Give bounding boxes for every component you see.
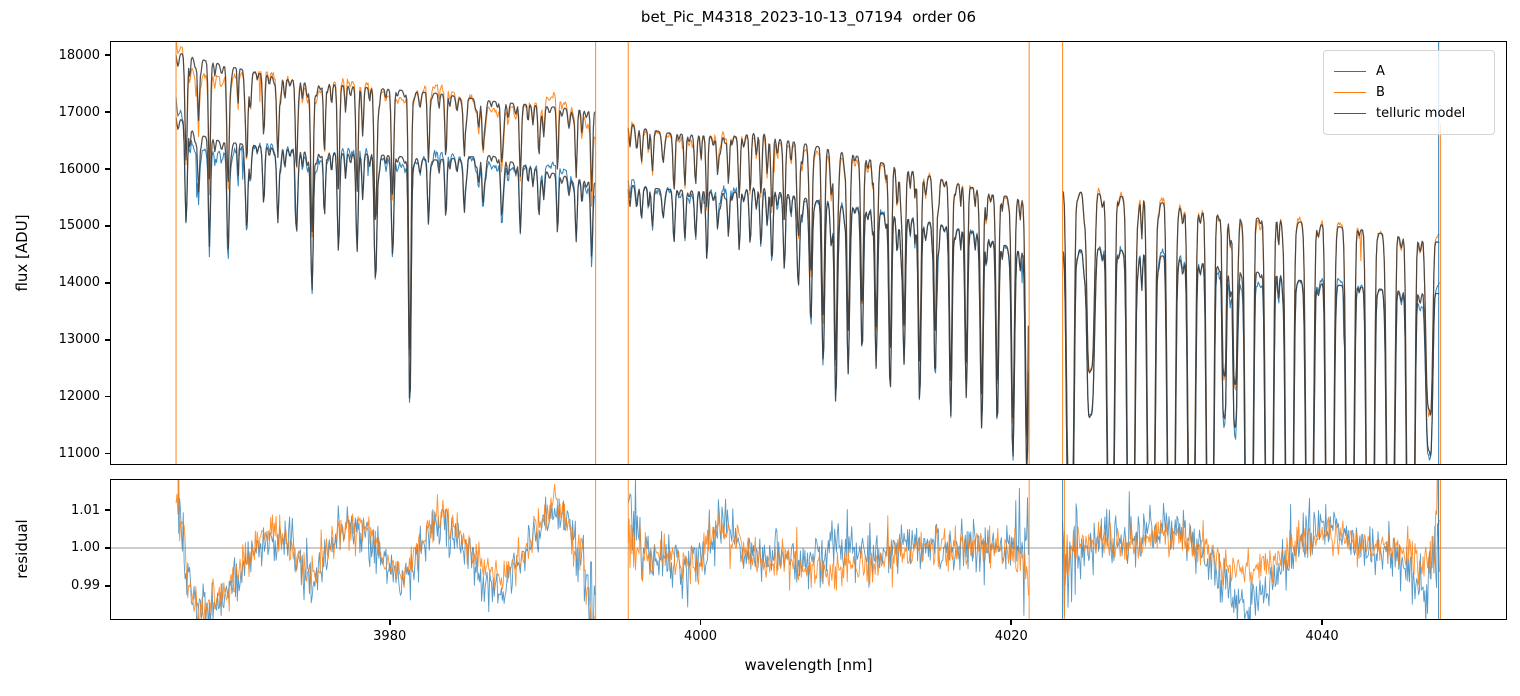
flux-tick-label: 11000: [58, 446, 100, 462]
legend-label: A: [1376, 63, 1385, 79]
residual-tick-label: 1.00: [71, 540, 100, 556]
flux-tick-mark: [105, 395, 110, 398]
legend-line-swatch: [1334, 113, 1366, 114]
wavelength-tick-mark: [1321, 620, 1323, 625]
legend-line-swatch: [1334, 71, 1366, 72]
flux-tick-mark: [105, 54, 110, 57]
residual-tick-mark: [105, 547, 110, 549]
flux-tick-label: 13000: [58, 332, 100, 348]
plot-title: bet_Pic_M4318_2023-10-13_07194 order 06: [640, 8, 977, 26]
flux-tick-label: 14000: [58, 275, 100, 291]
legend-label: telluric model: [1376, 105, 1466, 121]
residual-tick-label: 1.01: [71, 502, 100, 518]
flux-tick-mark: [105, 282, 110, 284]
flux-tick-label: 16000: [58, 161, 100, 177]
flux-tick-mark: [105, 338, 110, 341]
flux-panel: [110, 41, 1507, 465]
wavelength-tick-label: 4040: [1305, 629, 1339, 644]
residual-tick-label: 0.99: [71, 578, 100, 594]
wavelength-tick-mark: [699, 620, 702, 625]
wavelength-tick-mark: [388, 620, 391, 625]
wavelength-tick-label: 4020: [994, 629, 1028, 644]
flux-tick-mark: [105, 168, 110, 170]
legend-line-swatch: [1334, 92, 1366, 93]
flux-tick-label: 17000: [58, 104, 100, 120]
residual-tick-mark: [105, 509, 110, 511]
wavelength-tick-mark: [1010, 620, 1013, 625]
legend-label: B: [1376, 84, 1385, 100]
legend-item-a: A: [1334, 63, 1484, 79]
residual-panel: [110, 479, 1507, 620]
residual-tick-mark: [105, 585, 110, 587]
legend-item-b: B: [1334, 84, 1484, 100]
wavelength-tick-label: 3980: [373, 629, 407, 644]
flux-tick-mark: [105, 111, 110, 113]
x-axis-label: wavelength [nm]: [744, 656, 873, 674]
flux-tick-label: 12000: [58, 389, 100, 405]
flux-tick-mark: [105, 452, 110, 455]
flux-tick-label: 15000: [58, 218, 100, 234]
flux-tick-mark: [105, 225, 110, 227]
flux-tick-label: 18000: [58, 47, 100, 63]
wavelength-tick-label: 4000: [683, 629, 718, 644]
legend-item-telluric-model: telluric model: [1334, 105, 1484, 121]
